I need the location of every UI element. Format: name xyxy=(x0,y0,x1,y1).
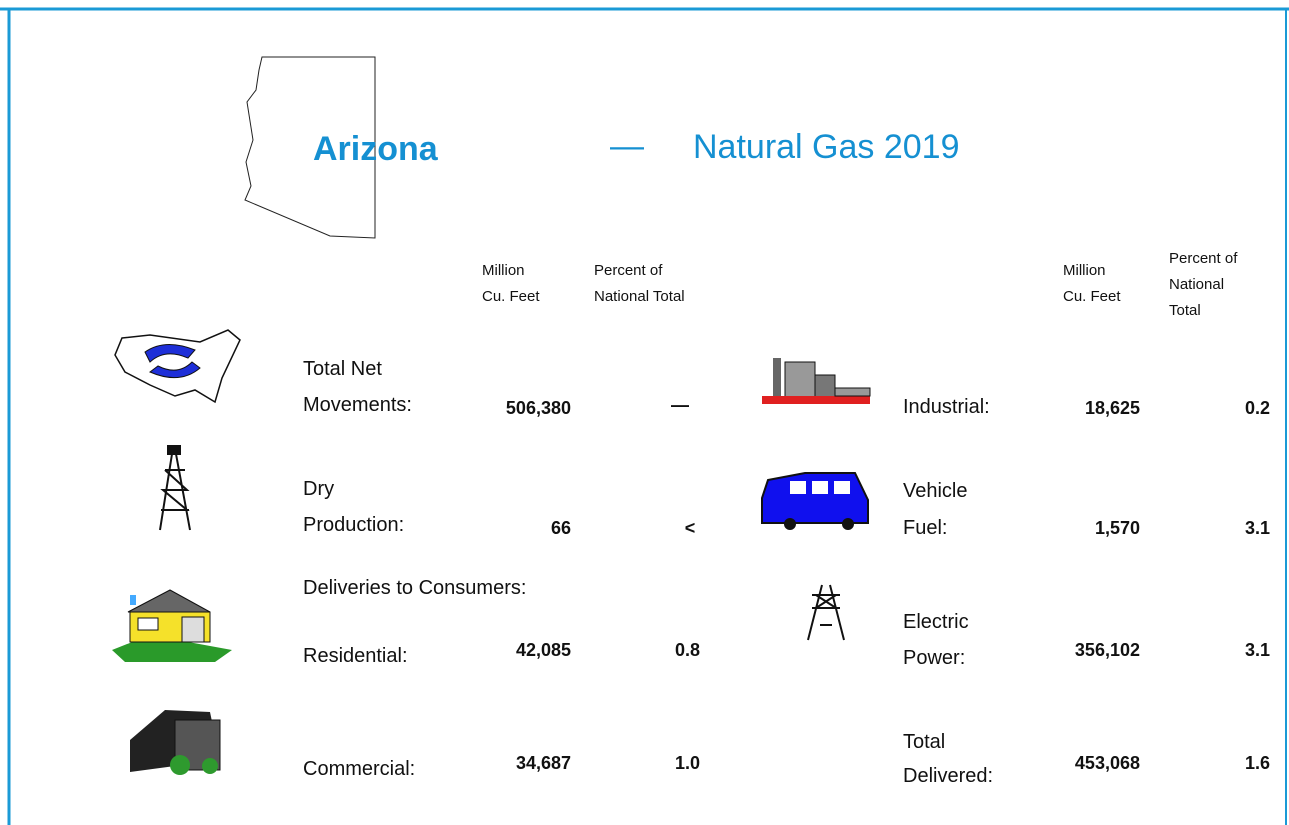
row-label: Industrial: xyxy=(903,396,990,418)
row-percent: 3.1 xyxy=(1245,518,1270,538)
row-label: Residential: xyxy=(303,645,408,667)
row-label: Vehicle xyxy=(903,480,968,502)
title: Natural Gas 2019 xyxy=(693,128,960,166)
state-name: Arizona xyxy=(313,130,439,168)
pylon-icon xyxy=(807,584,845,641)
percent-header: Percent of xyxy=(1169,250,1238,267)
row-label: Total xyxy=(903,731,945,753)
row-label: Fuel: xyxy=(903,517,947,539)
building-icon xyxy=(130,710,221,775)
units-header: Cu. Feet xyxy=(1063,288,1121,305)
row-percent: < xyxy=(685,518,696,538)
row-value: 18,625 xyxy=(1085,398,1140,418)
row-label: Production: xyxy=(303,514,404,536)
us-map-icon xyxy=(114,329,241,404)
row-value: 506,380 xyxy=(506,398,571,418)
house-icon xyxy=(112,589,232,662)
row-label: Dry xyxy=(303,478,334,500)
row-label: Total Net xyxy=(303,358,382,380)
percent-header: National Total xyxy=(594,288,685,305)
row-label: Movements: xyxy=(303,394,412,416)
row-value: 356,102 xyxy=(1075,640,1140,660)
row-value: 34,687 xyxy=(516,753,571,773)
row-percent: 3.1 xyxy=(1245,640,1270,660)
section-label: Deliveries to Consumers: xyxy=(303,577,526,599)
row-percent: 0.2 xyxy=(1245,398,1270,418)
row-label: Commercial: xyxy=(303,758,415,780)
row-label: Power: xyxy=(903,647,965,669)
row-percent: 1.0 xyxy=(675,753,700,773)
row-value: 66 xyxy=(551,518,571,538)
row-percent: — xyxy=(671,395,689,415)
factory-icon xyxy=(762,358,871,404)
row-percent: 1.6 xyxy=(1245,753,1270,773)
row-percent: 0.8 xyxy=(675,640,700,660)
row-value: 42,085 xyxy=(516,640,571,660)
units-header: Million xyxy=(1063,262,1106,279)
state-outline xyxy=(244,56,376,239)
derrick-icon xyxy=(159,445,191,531)
units-header: Cu. Feet xyxy=(482,288,540,305)
row-value: 1,570 xyxy=(1095,518,1140,538)
row-value: 453,068 xyxy=(1075,753,1140,773)
row-label: Electric xyxy=(903,611,969,633)
van-icon xyxy=(761,472,869,530)
title-dash: — xyxy=(610,127,644,165)
row-label: Delivered: xyxy=(903,765,993,787)
percent-header: National xyxy=(1169,276,1224,293)
units-header: Million xyxy=(482,262,525,279)
percent-header: Percent of xyxy=(594,262,663,279)
percent-header: Total xyxy=(1169,302,1201,319)
